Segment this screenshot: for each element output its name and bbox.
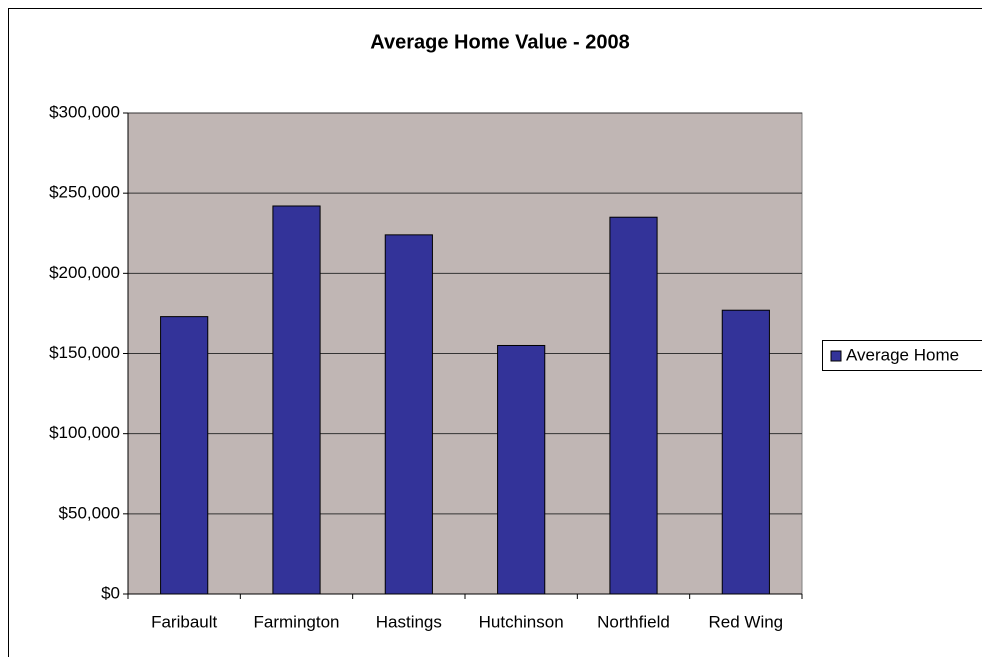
y-tick-label: $300,000 [49,102,120,121]
bar [384,234,433,595]
y-tick-label: $200,000 [49,263,120,282]
bar [160,316,209,595]
y-tick-label: $150,000 [49,343,120,362]
x-tick-label: Northfield [597,612,670,631]
legend-box [822,340,982,371]
bar [609,216,658,595]
y-tick-label: $250,000 [49,183,120,202]
x-tick-label: Farmington [254,612,340,631]
x-tick-label: Faribault [151,612,217,631]
x-tick-label: Hastings [376,612,442,631]
x-tick-label: Hutchinson [479,612,564,631]
bar [272,205,321,595]
x-tick-label: Red Wing [709,612,784,631]
chart-title: Average Home Value - 2008 [370,31,629,53]
legend-label: Average Home [846,345,959,364]
bar [497,344,546,595]
legend-swatch [830,350,842,362]
y-tick-label: $50,000 [59,503,120,522]
y-tick-label: $100,000 [49,423,120,442]
bar [721,309,770,595]
y-tick-label: $0 [101,583,120,602]
